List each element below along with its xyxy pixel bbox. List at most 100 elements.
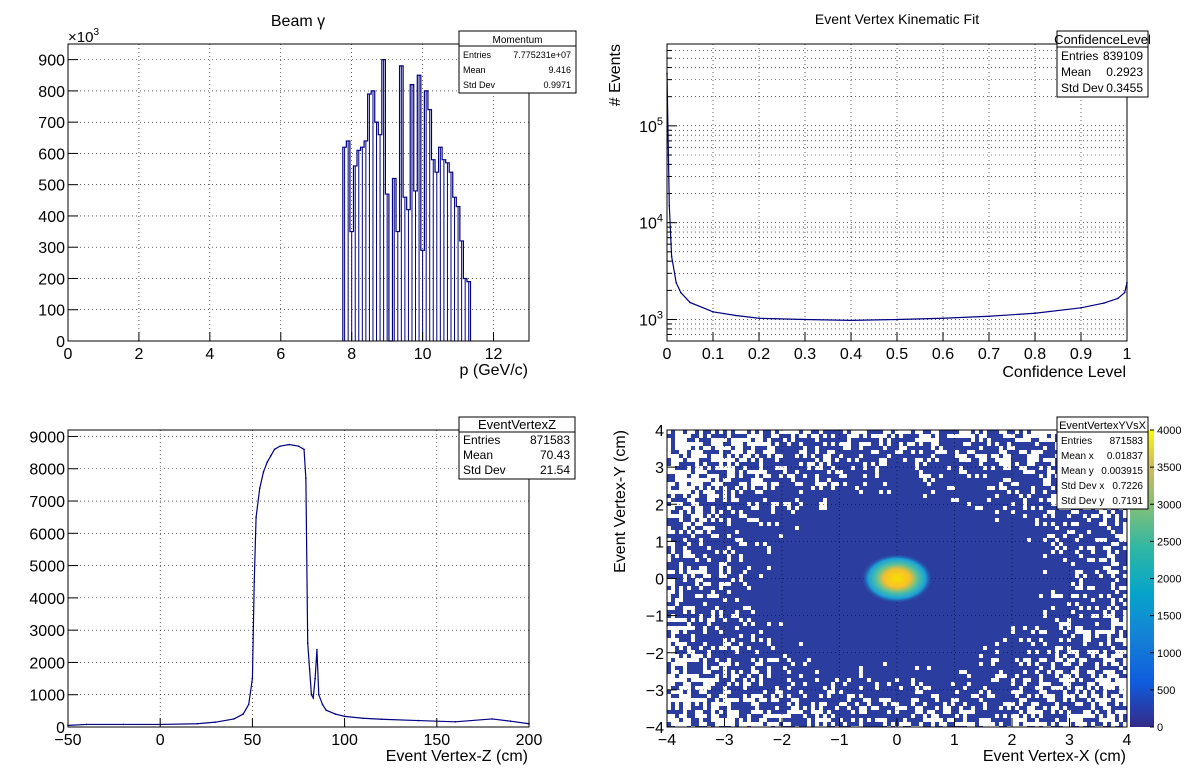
panel4-x-axis-label: Event Vertex-X (cm) bbox=[983, 748, 1126, 765]
noise-cell bbox=[735, 710, 739, 714]
noise-cell bbox=[743, 466, 747, 470]
noise-cell bbox=[731, 578, 735, 582]
noise-cell bbox=[743, 622, 747, 626]
noise-cell bbox=[1043, 682, 1047, 686]
noise-cell bbox=[1007, 462, 1011, 466]
noise-cell bbox=[1051, 722, 1055, 726]
noise-cell bbox=[671, 462, 675, 466]
noise-cell bbox=[719, 462, 723, 466]
vertex-z-point bbox=[258, 487, 261, 489]
noise-cell bbox=[1103, 510, 1107, 514]
noise-cell bbox=[691, 626, 695, 630]
noise-cell bbox=[1087, 634, 1091, 638]
panel1-x-ticks: 0 2 4 6 8 10 12 bbox=[64, 332, 503, 363]
noise-cell bbox=[987, 486, 991, 490]
noise-cell bbox=[683, 642, 687, 646]
noise-cell bbox=[939, 474, 943, 478]
noise-cell bbox=[731, 638, 735, 642]
noise-cell bbox=[707, 618, 711, 622]
noise-cell bbox=[711, 526, 715, 530]
noise-cell bbox=[707, 622, 711, 626]
noise-cell bbox=[739, 558, 743, 562]
noise-cell bbox=[1079, 626, 1083, 630]
noise-cell bbox=[691, 618, 695, 622]
noise-cell bbox=[1111, 586, 1115, 590]
noise-cell bbox=[755, 470, 759, 474]
noise-cell bbox=[1059, 550, 1063, 554]
noise-cell bbox=[1103, 630, 1107, 634]
noise-cell bbox=[1103, 522, 1107, 526]
noise-cell bbox=[715, 494, 719, 498]
noise-cell bbox=[1115, 722, 1119, 726]
noise-cell bbox=[1091, 722, 1095, 726]
noise-cell bbox=[739, 618, 743, 622]
noise-cell bbox=[815, 722, 819, 726]
noise-cell bbox=[679, 486, 683, 490]
noise-cell bbox=[1123, 618, 1127, 622]
noise-cell bbox=[1071, 522, 1075, 526]
noise-cell bbox=[811, 710, 815, 714]
noise-cell bbox=[1123, 686, 1127, 690]
noise-cell bbox=[1107, 686, 1111, 690]
noise-cell bbox=[923, 438, 927, 442]
noise-cell bbox=[831, 690, 835, 694]
noise-cell bbox=[775, 442, 779, 446]
noise-cell bbox=[667, 450, 671, 454]
noise-cell bbox=[755, 438, 759, 442]
noise-cell bbox=[715, 714, 719, 718]
noise-cell bbox=[695, 654, 699, 658]
noise-cell bbox=[715, 478, 719, 482]
noise-cell bbox=[699, 442, 703, 446]
noise-cell bbox=[815, 434, 819, 438]
noise-cell bbox=[723, 574, 727, 578]
noise-cell bbox=[759, 438, 763, 442]
noise-cell bbox=[831, 466, 835, 470]
noise-cell bbox=[699, 586, 703, 590]
noise-cell bbox=[1071, 718, 1075, 722]
vertex-z-point bbox=[310, 693, 313, 696]
noise-cell bbox=[775, 482, 779, 486]
noise-cell bbox=[939, 450, 943, 454]
noise-cell bbox=[1099, 714, 1103, 718]
noise-cell bbox=[683, 470, 687, 474]
x-tick-label: 0.2 bbox=[748, 346, 770, 363]
noise-cell bbox=[823, 458, 827, 462]
noise-cell bbox=[1095, 634, 1099, 638]
noise-cell bbox=[683, 698, 687, 702]
x-tick-label: 0.8 bbox=[1024, 346, 1046, 363]
noise-cell bbox=[767, 438, 771, 442]
noise-cell bbox=[951, 698, 955, 702]
noise-cell bbox=[1055, 546, 1059, 550]
noise-cell bbox=[687, 486, 691, 490]
noise-cell bbox=[1083, 574, 1087, 578]
noise-cell bbox=[687, 434, 691, 438]
noise-cell bbox=[751, 458, 755, 462]
noise-cell bbox=[967, 502, 971, 506]
noise-cell bbox=[935, 718, 939, 722]
noise-cell bbox=[763, 450, 767, 454]
noise-cell bbox=[679, 570, 683, 574]
noise-cell bbox=[927, 666, 931, 670]
stats-row-value: 871583 bbox=[530, 433, 570, 447]
noise-cell bbox=[671, 698, 675, 702]
noise-cell bbox=[683, 490, 687, 494]
noise-cell bbox=[867, 698, 871, 702]
noise-cell bbox=[783, 438, 787, 442]
noise-cell bbox=[1031, 714, 1035, 718]
confidence-point bbox=[988, 315, 990, 318]
noise-cell bbox=[911, 682, 915, 686]
noise-cell bbox=[815, 678, 819, 682]
noise-cell bbox=[715, 474, 719, 478]
noise-cell bbox=[967, 430, 971, 434]
stats-box-frame bbox=[458, 30, 577, 94]
noise-cell bbox=[771, 506, 775, 510]
noise-cell bbox=[887, 430, 891, 434]
noise-cell bbox=[723, 674, 727, 678]
noise-cell bbox=[1019, 494, 1023, 498]
noise-cell bbox=[795, 454, 799, 458]
vertex-z-point bbox=[196, 722, 198, 725]
noise-cell bbox=[907, 430, 911, 434]
noise-cell bbox=[919, 682, 923, 686]
noise-cell bbox=[679, 470, 683, 474]
noise-cell bbox=[1075, 690, 1079, 694]
